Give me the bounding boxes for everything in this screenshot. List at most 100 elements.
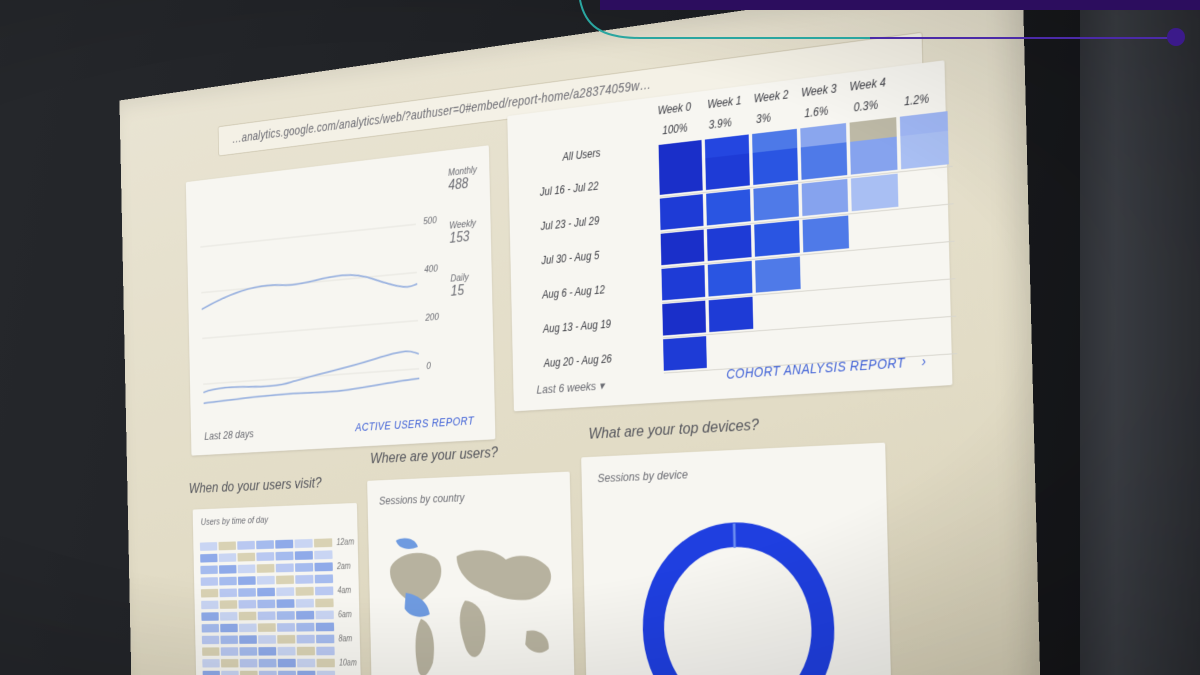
cohort-row-divider xyxy=(663,316,956,339)
y-tick: 0 xyxy=(426,361,431,372)
when-visit-title: When do your users visit? xyxy=(189,474,322,497)
heatmap-cell xyxy=(201,601,218,610)
cohort-cell[interactable] xyxy=(707,225,752,261)
cohort-row-divider xyxy=(662,278,955,303)
heatmap-cell xyxy=(295,563,313,572)
hour-label: 10am xyxy=(339,659,357,669)
active-users-report-link[interactable]: ACTIVE USERS REPORT xyxy=(355,414,474,434)
heatmap-cell xyxy=(277,635,295,644)
heatmap-cell xyxy=(219,565,237,574)
heatmap-cell xyxy=(257,576,275,585)
heatmap-cell xyxy=(201,589,218,598)
heatmap-cell xyxy=(297,671,315,675)
heatmap-cell xyxy=(277,611,295,620)
y-tick: 400 xyxy=(424,263,438,275)
cohort-cell[interactable] xyxy=(661,230,705,266)
cohort-row-label: Aug 13 - Aug 19 xyxy=(543,317,611,335)
caret-down-icon: ▾ xyxy=(599,378,605,392)
cohort-cell[interactable] xyxy=(659,159,703,195)
heatmap-cell xyxy=(275,552,293,561)
heatmap-cell xyxy=(314,562,332,571)
y-tick: 200 xyxy=(425,312,439,324)
y-tick: 500 xyxy=(423,215,437,227)
cohort-cell[interactable] xyxy=(753,184,799,221)
hour-label: 6am xyxy=(338,610,352,620)
cohort-cell[interactable] xyxy=(709,297,754,332)
week-label: Week 4 xyxy=(849,76,886,94)
legend-value: 488 xyxy=(448,175,477,194)
week-label: Week 1 xyxy=(707,94,741,111)
cohort-cell[interactable] xyxy=(851,174,899,212)
all-users-value: 3.9% xyxy=(709,116,732,132)
hour-label: 2am xyxy=(337,562,351,572)
heatmap-cell xyxy=(276,563,294,572)
legend-monthly: Monthly 488 xyxy=(448,165,477,195)
heatmap-cell xyxy=(200,542,217,551)
heatmap-cell xyxy=(258,611,276,620)
all-users-value: 100% xyxy=(662,121,688,137)
heatmap-cell xyxy=(219,588,237,597)
cohort-cell[interactable] xyxy=(705,153,750,190)
cohort-cell[interactable] xyxy=(802,179,849,216)
cohort-cell[interactable] xyxy=(663,336,707,371)
cohort-cell[interactable] xyxy=(803,215,850,252)
device-card: Sessions by device xyxy=(581,443,892,675)
heatmap-cell xyxy=(202,624,219,633)
cohort-cell[interactable] xyxy=(660,194,704,230)
heatmap-cell xyxy=(201,577,218,586)
heatmap-cell xyxy=(258,635,276,644)
heatmap-cell xyxy=(258,623,276,632)
hours-heatmap: 12am2am4am6am8am10am12pm xyxy=(193,503,357,510)
heatmap-cell xyxy=(237,553,255,562)
heatmap-cell xyxy=(200,554,217,563)
cohort-range-select[interactable]: Last 6 weeks ▾ xyxy=(536,378,604,397)
hour-label: 12am xyxy=(336,538,354,548)
heatmap-cell xyxy=(238,600,256,609)
heatmap-cell xyxy=(218,541,236,550)
cohort-cell[interactable] xyxy=(708,261,753,297)
heatmap-cell xyxy=(238,588,256,597)
donut-ring-segment xyxy=(651,532,825,675)
heatmap-cell xyxy=(297,635,315,644)
sessions-donut-chart xyxy=(626,502,852,675)
cohort-cell[interactable] xyxy=(755,257,801,293)
cohort-cell[interactable] xyxy=(753,148,799,185)
monitor-screen: …analytics.google.com/analytics/web/?aut… xyxy=(119,0,1041,675)
date-range-select[interactable]: Last 28 days xyxy=(204,427,254,442)
cohort-cell[interactable] xyxy=(900,131,949,170)
cohort-cell[interactable] xyxy=(801,142,848,180)
heatmap-cell xyxy=(275,540,293,549)
legend-value: 153 xyxy=(449,229,476,248)
heatmap-cell xyxy=(219,553,237,562)
heatmap-cell xyxy=(240,671,258,675)
heatmap-cell xyxy=(202,636,219,644)
heatmap-cell xyxy=(201,612,218,621)
heatmap-cell xyxy=(277,647,295,656)
heatmap-cell xyxy=(278,659,296,668)
cohort-cell[interactable] xyxy=(706,189,751,225)
cohort-report-link[interactable]: COHORT ANALYSIS REPORT › xyxy=(726,353,927,381)
cohort-cell[interactable] xyxy=(661,265,705,300)
cohort-row-label: Aug 6 - Aug 12 xyxy=(542,283,605,301)
chevron-right-icon: › xyxy=(922,353,927,369)
heatmap-cell xyxy=(237,541,255,550)
heatmap-cell xyxy=(276,599,294,608)
heatmap-cell xyxy=(297,647,315,656)
heatmap-cell xyxy=(256,540,274,549)
heatmap-cell xyxy=(276,587,294,596)
heatmap-cell xyxy=(220,635,238,644)
cohort-cell[interactable] xyxy=(754,220,800,256)
hour-label: 4am xyxy=(337,586,351,596)
cohort-cell[interactable] xyxy=(850,137,897,175)
heatmap-cell xyxy=(315,586,333,595)
hours-card: Users by time of day 12am 2am 4am 6am 8am 10a… xyxy=(193,503,362,675)
active-users-line-chart xyxy=(200,188,435,422)
all-users-value: 0.3% xyxy=(853,98,878,114)
heatmap-cell xyxy=(294,539,312,548)
cohort-cell[interactable] xyxy=(662,301,706,336)
heatmap-cell xyxy=(220,612,238,621)
heatmap-cell xyxy=(257,588,275,597)
all-users-value: 1.6% xyxy=(804,104,828,120)
heatmap-cell xyxy=(220,624,238,633)
device-card-title: Sessions by device xyxy=(597,467,688,485)
